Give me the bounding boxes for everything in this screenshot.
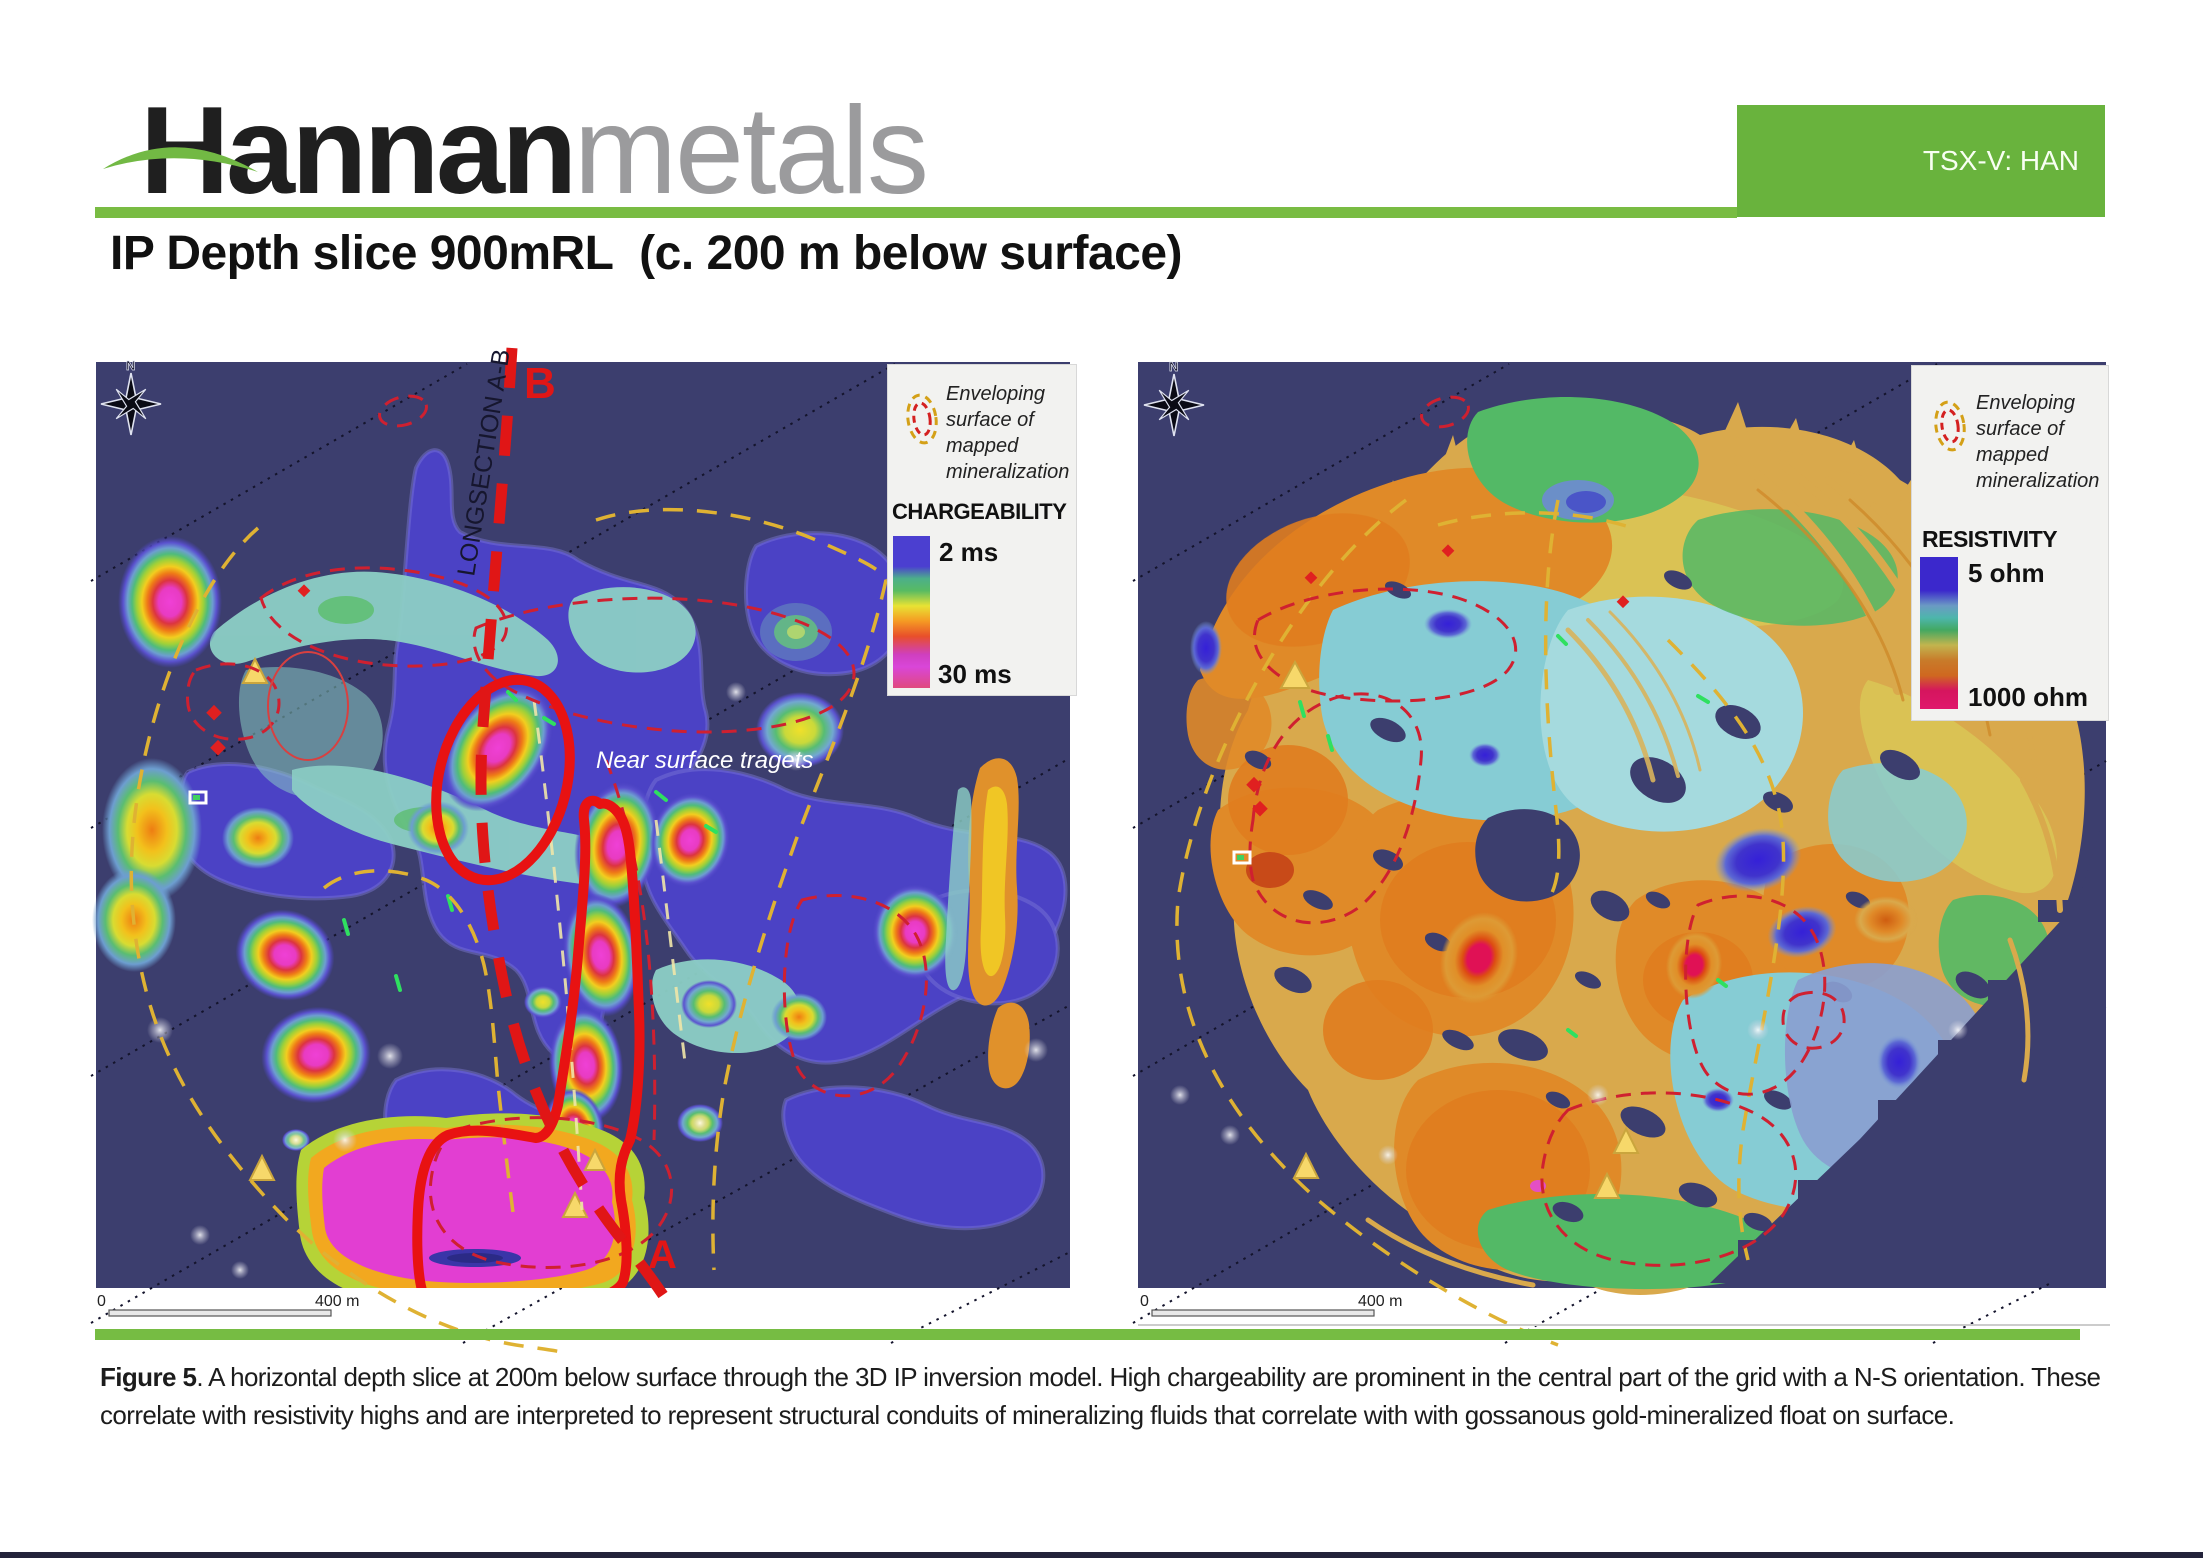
svg-text:N: N [1169,359,1178,374]
svg-text:B: B [524,359,556,408]
svg-text:Hannanmetals: Hannanmetals [140,84,927,209]
svg-text:0: 0 [97,1293,106,1310]
svg-text:0: 0 [1140,1293,1149,1310]
svg-text:A: A [648,1233,677,1277]
svg-text:N: N [126,358,135,373]
svg-text:Near surface tragets: Near surface tragets [596,747,813,774]
svg-text:400 m: 400 m [315,1293,359,1310]
svg-text:400 m: 400 m [1358,1293,1402,1310]
